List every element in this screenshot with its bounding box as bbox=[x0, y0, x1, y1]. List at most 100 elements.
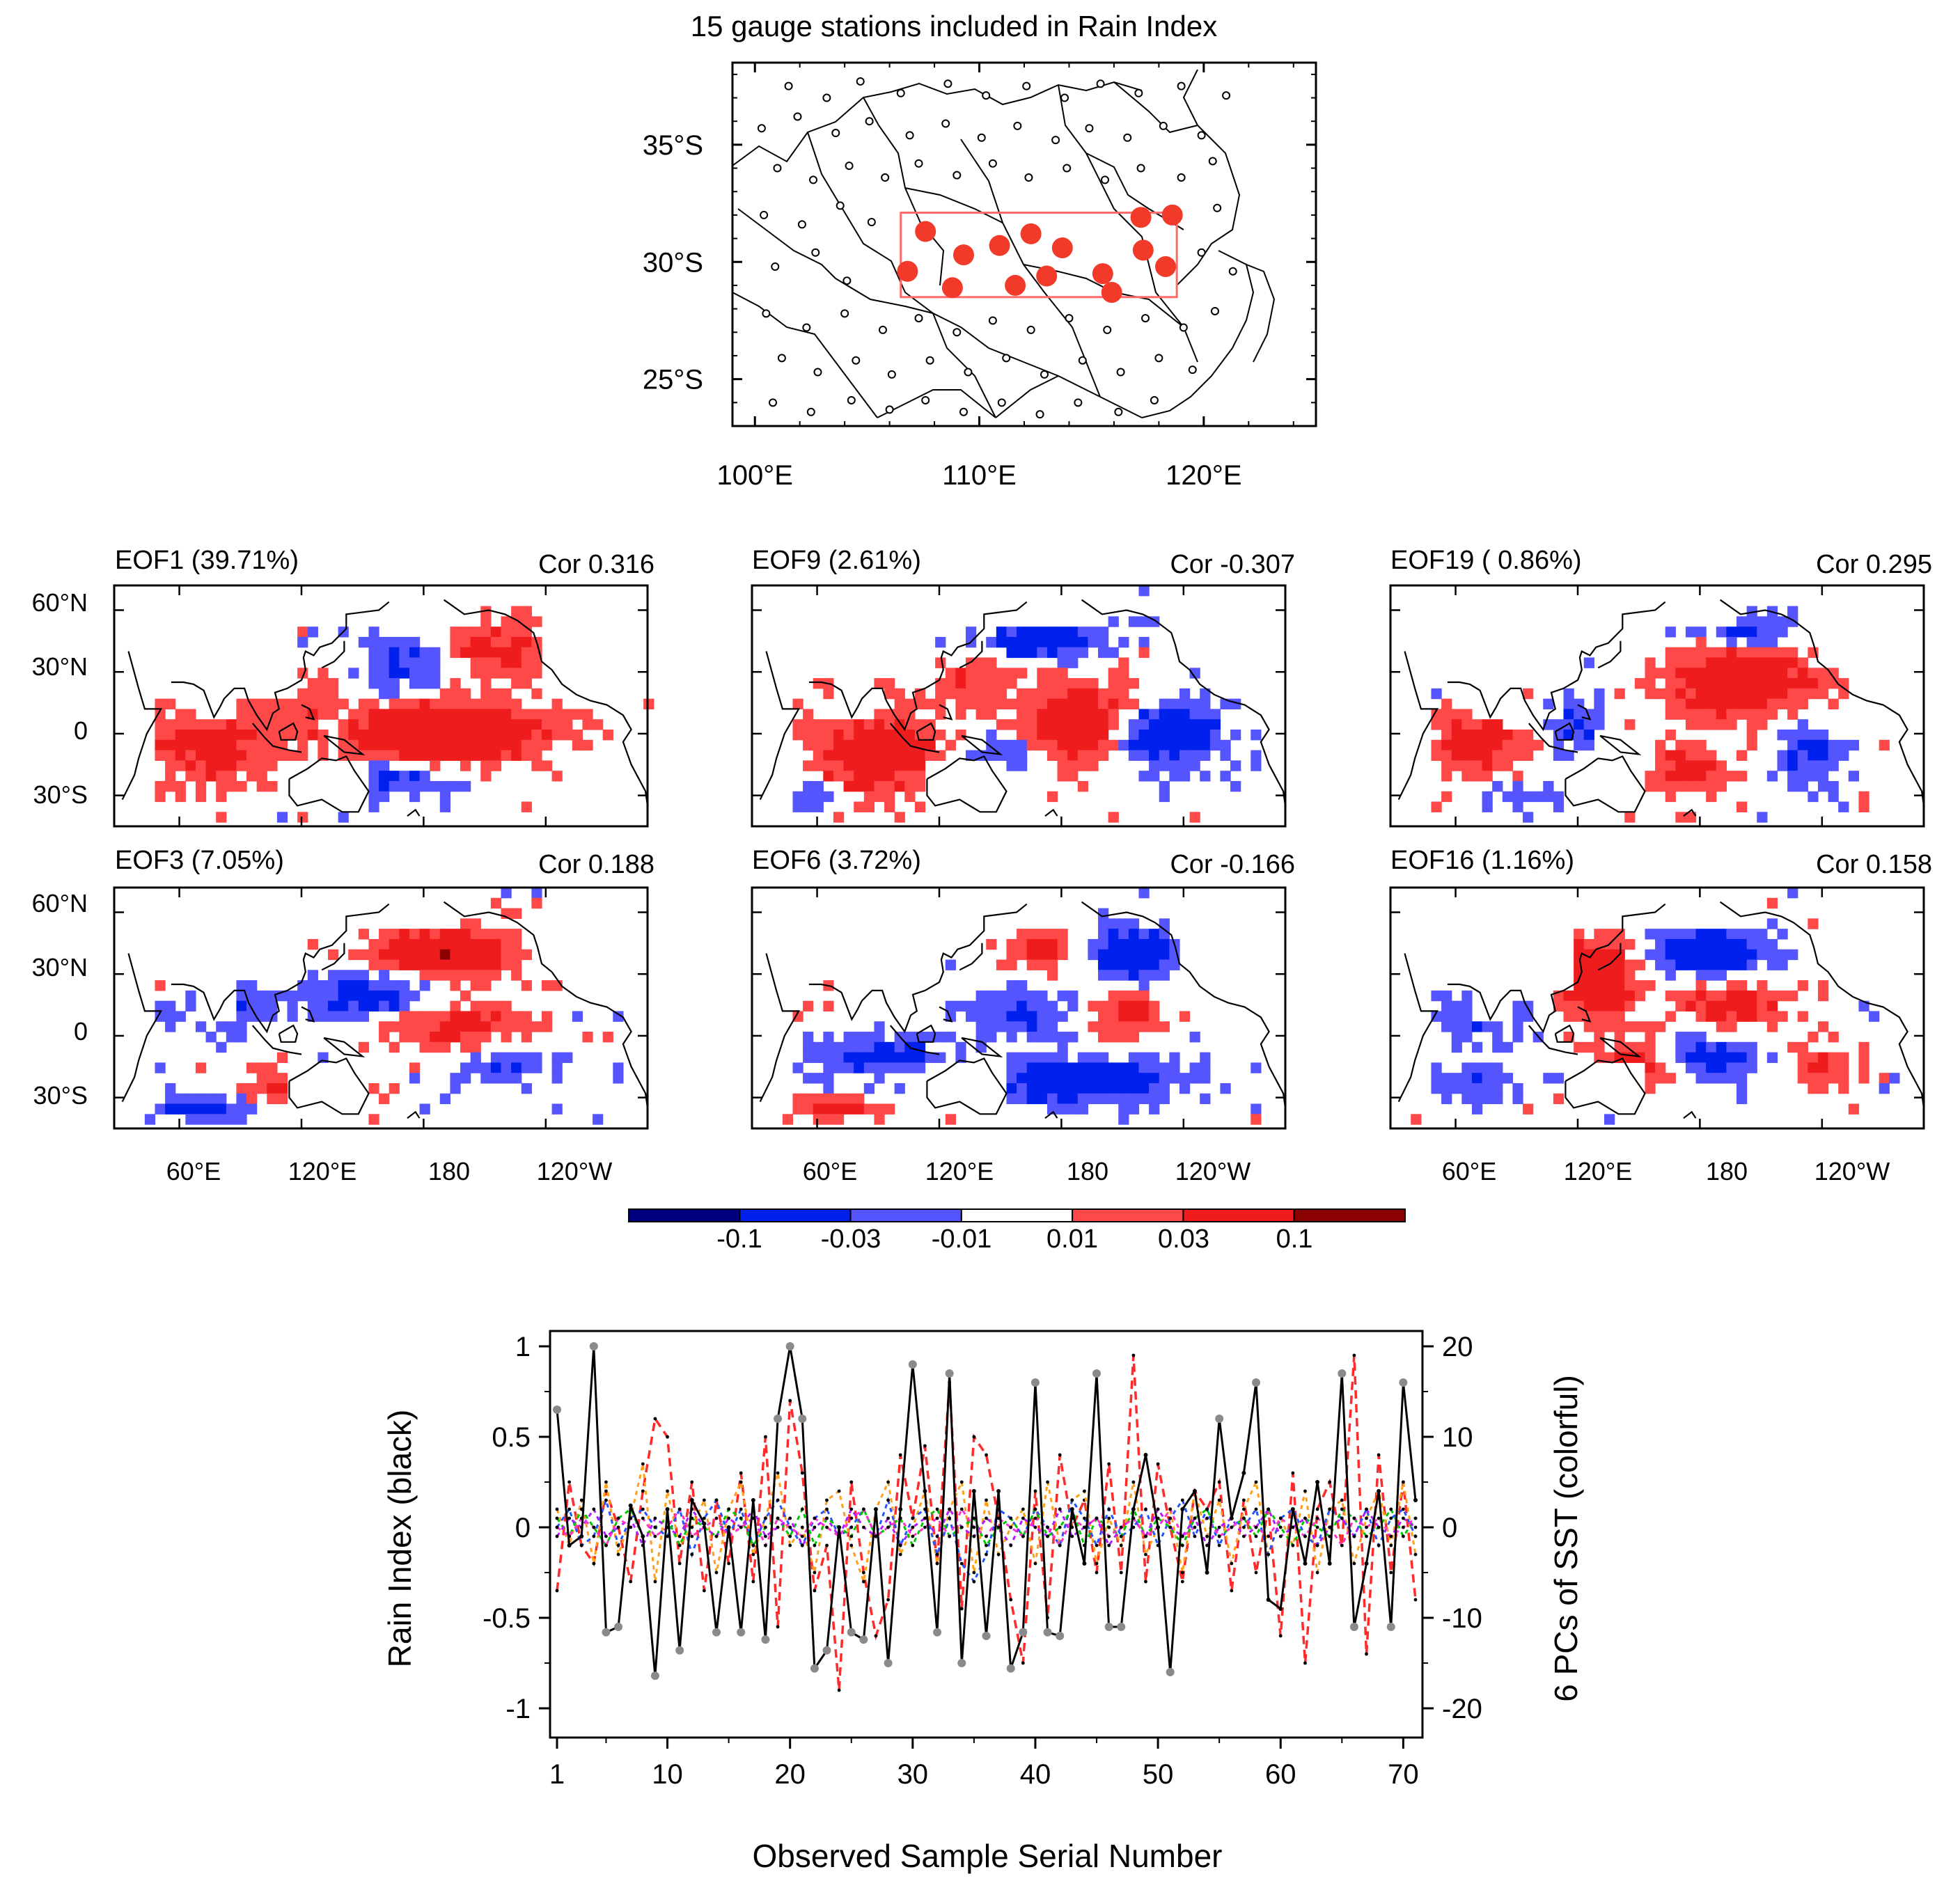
pc-point bbox=[825, 1507, 829, 1511]
eof-cell bbox=[1200, 1093, 1211, 1105]
eof-cell bbox=[1046, 698, 1058, 710]
eof-cell bbox=[409, 938, 421, 950]
eof-cell bbox=[1209, 719, 1221, 730]
eof-cell bbox=[511, 938, 522, 950]
eof-cell bbox=[1138, 750, 1150, 761]
eof-cell bbox=[551, 730, 563, 741]
eof-cell bbox=[531, 657, 542, 668]
eof-cell bbox=[379, 636, 390, 648]
eof-cell bbox=[267, 1093, 278, 1105]
eof-cell bbox=[1451, 1082, 1462, 1094]
eof-cell bbox=[925, 739, 936, 751]
eof-cell bbox=[1006, 668, 1017, 679]
pc-point bbox=[849, 1525, 854, 1529]
eof-cell bbox=[945, 1114, 956, 1125]
eof-cell bbox=[267, 730, 278, 741]
eof-cell bbox=[276, 719, 288, 730]
eof-cell bbox=[165, 1011, 176, 1022]
eof-cell bbox=[955, 678, 966, 689]
eof-cell bbox=[287, 1011, 298, 1022]
eof-cell bbox=[1706, 698, 1717, 710]
eof-cell bbox=[1665, 750, 1676, 761]
pc-point bbox=[800, 1534, 804, 1538]
eof-cell bbox=[1067, 1093, 1079, 1105]
rain-index-point bbox=[898, 1507, 903, 1511]
eof-cell bbox=[1523, 1103, 1534, 1115]
eof-cell bbox=[1149, 1052, 1160, 1063]
pc-point bbox=[788, 1399, 792, 1403]
eof-cell bbox=[1451, 739, 1462, 751]
eof-cell bbox=[1046, 719, 1058, 730]
pc-point bbox=[1278, 1525, 1283, 1529]
eof-cell bbox=[1149, 938, 1160, 950]
eof-cell bbox=[1046, 1011, 1058, 1022]
eof-cell bbox=[297, 739, 308, 751]
eof-cell bbox=[1057, 668, 1068, 679]
eof-cell bbox=[460, 918, 471, 929]
pc-point bbox=[898, 1552, 902, 1557]
eof-cell bbox=[195, 771, 207, 782]
eof-cell bbox=[511, 668, 522, 679]
eof-cell bbox=[1482, 730, 1493, 741]
eof-cell bbox=[1645, 688, 1656, 700]
eof-cell bbox=[450, 780, 461, 792]
timeseries-frame bbox=[549, 1330, 1424, 1739]
pc-point bbox=[1107, 1516, 1111, 1520]
eof-cell bbox=[894, 1041, 905, 1053]
eof-cell bbox=[1200, 719, 1211, 730]
pc-point bbox=[923, 1444, 927, 1448]
eof-cell bbox=[803, 791, 814, 803]
eof-cell bbox=[986, 709, 997, 720]
pc-point bbox=[1083, 1489, 1086, 1493]
eof-cell bbox=[1594, 688, 1605, 700]
minor-station-23 bbox=[1123, 133, 1132, 142]
eof-cell bbox=[1431, 990, 1442, 1002]
eof-panel-frame bbox=[1389, 584, 1925, 828]
eof-cell bbox=[511, 1021, 522, 1032]
eof-cell bbox=[884, 771, 895, 782]
timeseries-y-right-label: 6 PCs of SST (colorful) bbox=[1548, 1375, 1584, 1702]
eof-cell bbox=[430, 959, 441, 970]
eof-cell bbox=[803, 760, 814, 771]
eof-cell bbox=[368, 938, 379, 950]
eof-cell bbox=[1088, 949, 1099, 961]
eof-cell bbox=[470, 657, 481, 668]
eof-cell bbox=[1574, 1011, 1585, 1022]
eof-cell bbox=[1067, 698, 1079, 710]
eof-cell bbox=[1543, 1073, 1554, 1084]
eof-cell bbox=[1492, 1032, 1503, 1043]
eof-cell bbox=[874, 1041, 885, 1053]
eof-cell bbox=[965, 678, 977, 689]
eof-cell bbox=[1797, 657, 1808, 668]
y-left-tick-label: 1 bbox=[515, 1332, 531, 1362]
eof-cell bbox=[1675, 709, 1686, 720]
eof-cell bbox=[327, 980, 339, 991]
pc-point bbox=[1413, 1552, 1418, 1557]
rain-index-point bbox=[702, 1521, 707, 1526]
eof-cell bbox=[1026, 730, 1037, 741]
eof-cell bbox=[1431, 750, 1442, 761]
eof-cell bbox=[399, 698, 410, 710]
eof-cell bbox=[1138, 709, 1150, 720]
eof-cell bbox=[216, 1114, 227, 1125]
eof-cell bbox=[1037, 636, 1048, 648]
eof-cell bbox=[521, 1062, 532, 1073]
eof-cell bbox=[1726, 1021, 1737, 1032]
eof-cell bbox=[409, 929, 421, 940]
eof-cell bbox=[1006, 1082, 1017, 1094]
eof-cell bbox=[1675, 678, 1686, 689]
eof-cell bbox=[1189, 1032, 1200, 1043]
eof-cell bbox=[327, 698, 339, 710]
rain-station-11 bbox=[1101, 282, 1122, 304]
eof-cell bbox=[155, 791, 166, 803]
eof-cell bbox=[1077, 636, 1089, 648]
eof-cell bbox=[1766, 990, 1778, 1002]
eof-cell bbox=[863, 1062, 875, 1073]
eof-cell bbox=[1808, 678, 1819, 689]
eof-cell bbox=[1159, 709, 1170, 720]
eof-cell bbox=[1098, 688, 1109, 700]
eof6-panel: EOF6 (3.72%) Cor -0.166 bbox=[751, 846, 1295, 1130]
eof-cell bbox=[1077, 1103, 1089, 1115]
eof-cell bbox=[1817, 678, 1829, 689]
